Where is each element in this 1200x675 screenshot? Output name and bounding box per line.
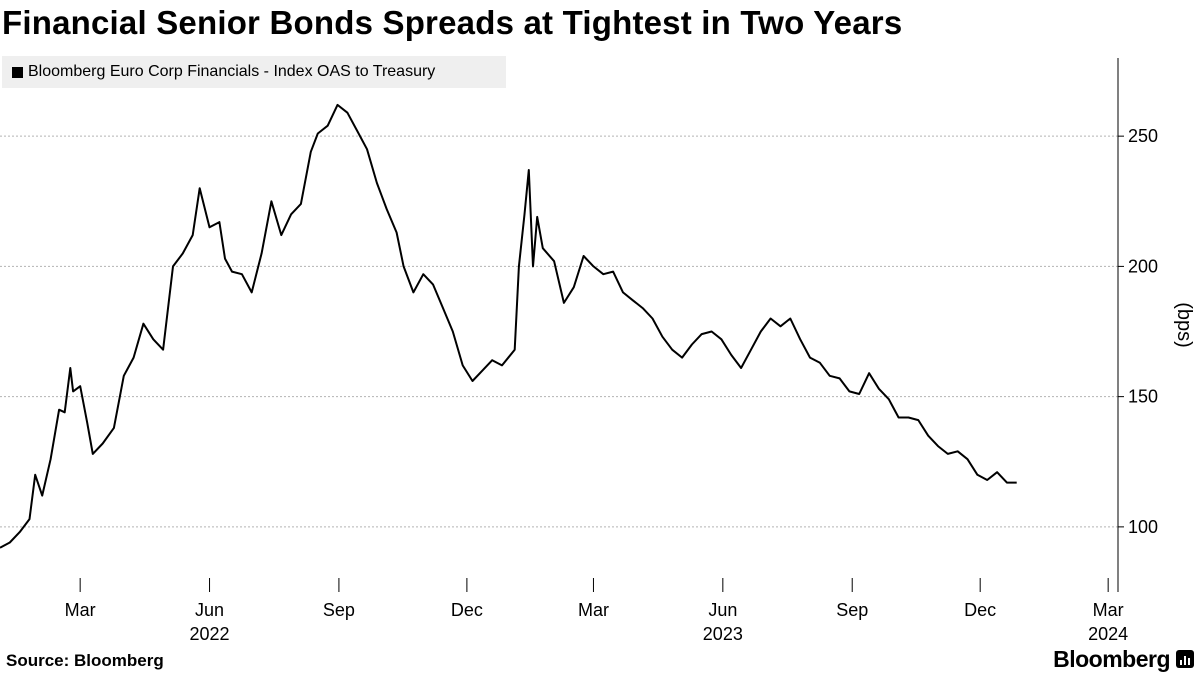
series-layer xyxy=(0,103,1017,549)
x-tick-label: Dec xyxy=(964,600,996,620)
source-note: Source: Bloomberg xyxy=(6,651,164,670)
x-tick-label: Jun xyxy=(708,600,737,620)
x-tick-label: Dec xyxy=(451,600,483,620)
bloomberg-chart-icon xyxy=(1176,650,1194,668)
series-line xyxy=(0,103,1017,549)
y-axis-label: (bps) xyxy=(1173,302,1195,348)
y-tick-label: 100 xyxy=(1128,517,1158,537)
y-tick-label: 200 xyxy=(1128,256,1158,276)
x-tick-label: Mar xyxy=(1093,600,1124,620)
x-tick-label: Sep xyxy=(323,600,355,620)
x-year-label: 2024 xyxy=(1088,624,1128,644)
legend: Bloomberg Euro Corp Financials - Index O… xyxy=(2,56,506,88)
x-year-label: 2022 xyxy=(190,624,230,644)
y-axis: 100 150 200 250 (bps) xyxy=(1117,58,1195,592)
x-tick-label: Sep xyxy=(836,600,868,620)
x-tick-label: Mar xyxy=(578,600,609,620)
chart-title: Financial Senior Bonds Spreads at Tighte… xyxy=(2,4,903,41)
x-tick-label: Jun xyxy=(195,600,224,620)
bloomberg-logo: Bloomberg xyxy=(1053,646,1170,672)
x-year-label: 2023 xyxy=(703,624,743,644)
x-axis: Mar Jun 2022 Sep Dec Mar Jun 2023 Sep Dec Mar 2024 xyxy=(65,578,1128,644)
legend-swatch xyxy=(12,66,23,78)
legend-label: Bloomberg Euro Corp Financials - Index O… xyxy=(28,63,436,80)
x-tick-label: Mar xyxy=(65,600,96,620)
y-tick-label: 250 xyxy=(1128,126,1158,146)
y-tick-label: 150 xyxy=(1128,387,1158,407)
gridlines xyxy=(0,135,1118,528)
